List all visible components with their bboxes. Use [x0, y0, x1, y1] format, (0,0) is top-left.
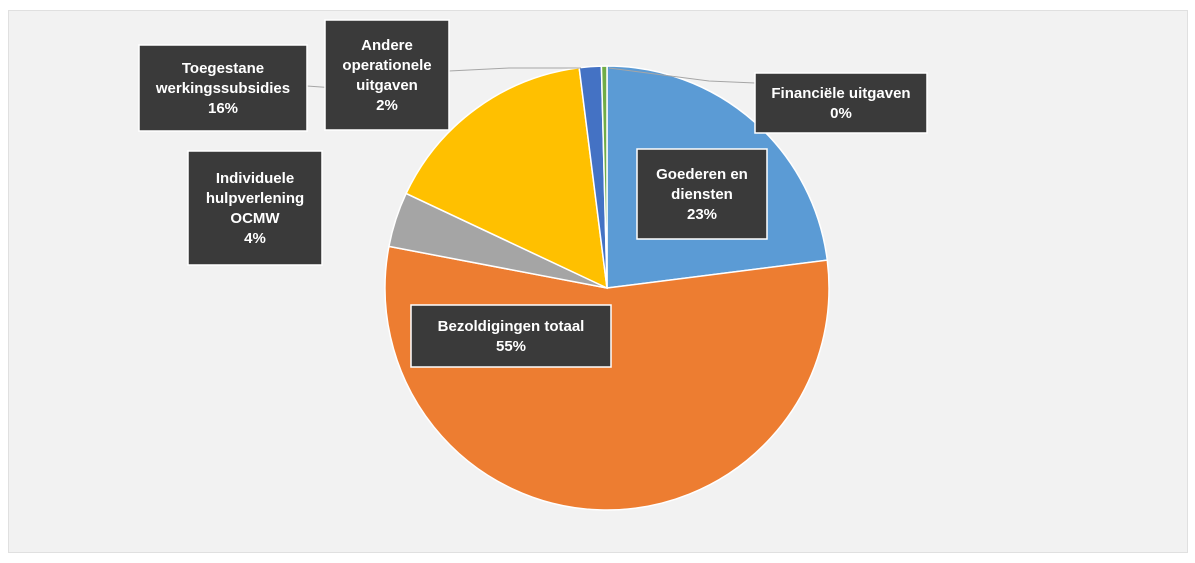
data-label-box	[410, 304, 612, 368]
data-label-text: Goederen en	[656, 166, 748, 183]
pie-chart: Goederen en diensten 23% Bezoldigingen tota…	[138, 19, 928, 511]
data-label-box	[754, 72, 928, 134]
data-label: Goederen en diensten 23%	[636, 148, 768, 240]
data-label-box	[138, 44, 308, 132]
data-label-text: Bezoldigingen totaal	[438, 318, 585, 335]
leader-line	[608, 67, 756, 84]
data-label-percent: 55%	[496, 338, 526, 355]
data-label-text: uitgaven	[356, 77, 418, 94]
data-label-percent: 2%	[376, 97, 398, 114]
data-label: Bezoldigingen totaal 55%	[410, 304, 612, 368]
data-label-box	[324, 19, 450, 131]
pie-slice	[600, 65, 608, 289]
data-label-text: OCMW	[230, 210, 280, 227]
data-label-percent: 4%	[244, 230, 266, 247]
data-label-text: operationele	[342, 57, 431, 74]
data-label-text: hulpverlening	[206, 190, 304, 207]
data-label-text: Individuele	[216, 170, 294, 187]
data-label: Andere operationele uitgaven 2%	[324, 19, 450, 131]
pie-slices	[384, 65, 830, 511]
data-label: Financiële uitgaven 0%	[754, 72, 928, 134]
data-label-percent: 16%	[208, 100, 238, 117]
data-labels: Goederen en diensten 23% Bezoldigingen tota…	[138, 19, 928, 368]
data-label: Toegestane werkingssubsidies 16%	[138, 44, 308, 132]
data-label-text: Andere	[361, 37, 413, 54]
data-label-percent: 0%	[830, 105, 852, 122]
data-label: Individuele hulpverlening OCMW 4%	[187, 150, 323, 266]
data-label-box	[636, 148, 768, 240]
data-label-box	[187, 150, 323, 266]
data-label-text: Toegestane	[182, 60, 264, 77]
chart-area: Goederen en diensten 23% Bezoldigingen tota…	[8, 10, 1188, 553]
data-label-percent: 23%	[687, 206, 717, 223]
pie-slice	[405, 66, 608, 290]
leader-line	[448, 67, 581, 72]
data-label-text: werkingssubsidies	[155, 80, 290, 97]
data-label-text: Financiële uitgaven	[771, 85, 910, 102]
data-label-text: diensten	[671, 186, 733, 203]
